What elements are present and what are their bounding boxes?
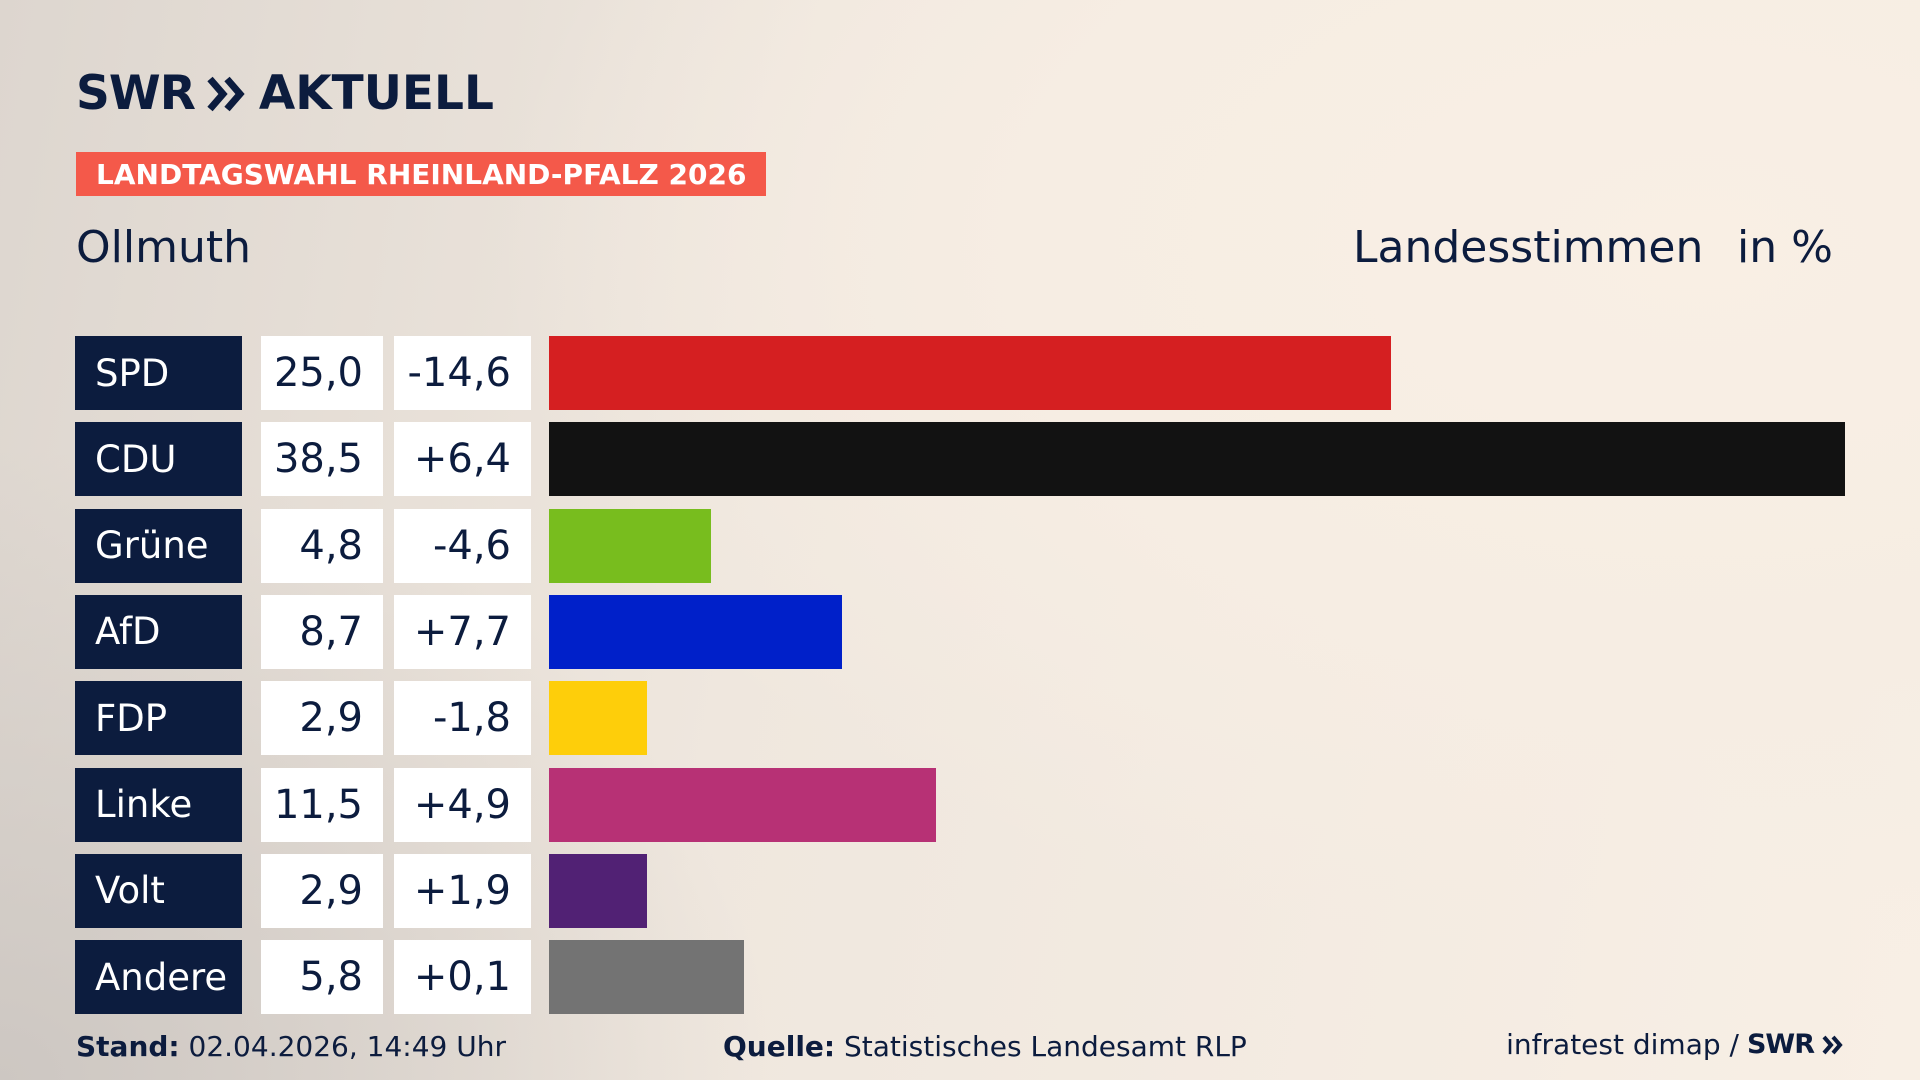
party-label: Grüne [75,508,242,583]
party-label: Andere [75,940,242,1015]
swr-aktuell-logo: SWR AKTUELL [76,66,494,121]
value-label: 4,8 [261,508,383,583]
footer-stand: Stand: 02.04.2026, 14:49 Uhr [76,1030,506,1063]
bar [549,681,647,756]
result-row: Linke 11,5 +4,9 [0,767,1920,842]
footer-source: Quelle: Statistisches Landesamt RLP [723,1030,1247,1063]
small-double-chevron-icon [1822,1035,1843,1054]
stand-value: 02.04.2026, 14:49 Uhr [188,1030,506,1063]
place-title: Ollmuth [76,222,251,273]
difference-label: +4,9 [394,767,531,842]
election-badge: LANDTAGSWAHL RHEINLAND-PFALZ 2026 [76,152,767,196]
result-row: FDP 2,9 -1,8 [0,681,1920,756]
difference-label: -14,6 [394,336,531,410]
bar [549,594,842,669]
source-label: Quelle: [723,1030,836,1063]
bar [549,422,1845,497]
bar [549,767,937,842]
unit-label: in % [1737,222,1833,273]
difference-label: +0,1 [394,940,531,1015]
difference-label: +6,4 [394,422,531,497]
value-label: 11,5 [261,767,383,842]
bar [549,853,647,928]
credit-text: infratest dimap / [1506,1028,1739,1061]
result-row: Grüne 4,8 -4,6 [0,508,1920,583]
party-label: CDU [75,422,242,497]
party-label: Linke [75,767,242,842]
value-label: 5,8 [261,940,383,1015]
credit-brand: SWR [1746,1029,1815,1060]
stand-label: Stand: [76,1030,180,1063]
value-label: 2,9 [261,681,383,756]
result-row: SPD 25,0 -14,6 [0,336,1920,410]
value-label: 8,7 [261,594,383,669]
footer-credit: infratest dimap / SWR [1506,1028,1844,1061]
difference-label: +7,7 [394,594,531,669]
logo-aktuell-text: AKTUELL [258,66,494,121]
value-label: 2,9 [261,853,383,928]
result-row: CDU 38,5 +6,4 [0,422,1920,497]
result-row: Andere 5,8 +0,1 [0,940,1920,1015]
logo-swr-text: SWR [76,66,196,121]
bar [549,508,711,583]
source-value: Statistisches Landesamt RLP [844,1030,1247,1063]
result-row: AfD 8,7 +7,7 [0,594,1920,669]
difference-label: +1,9 [394,853,531,928]
value-label: 38,5 [261,422,383,497]
party-label: SPD [75,336,242,410]
party-label: Volt [75,853,242,928]
value-label: 25,0 [261,336,383,410]
measure-label: Landesstimmen [1353,222,1704,273]
bar [549,940,745,1015]
double-chevron-icon [207,76,245,111]
party-label: FDP [75,681,242,756]
difference-label: -1,8 [394,681,531,756]
party-label: AfD [75,594,242,669]
bar [549,336,1391,410]
difference-label: -4,6 [394,508,531,583]
result-row: Volt 2,9 +1,9 [0,853,1920,928]
